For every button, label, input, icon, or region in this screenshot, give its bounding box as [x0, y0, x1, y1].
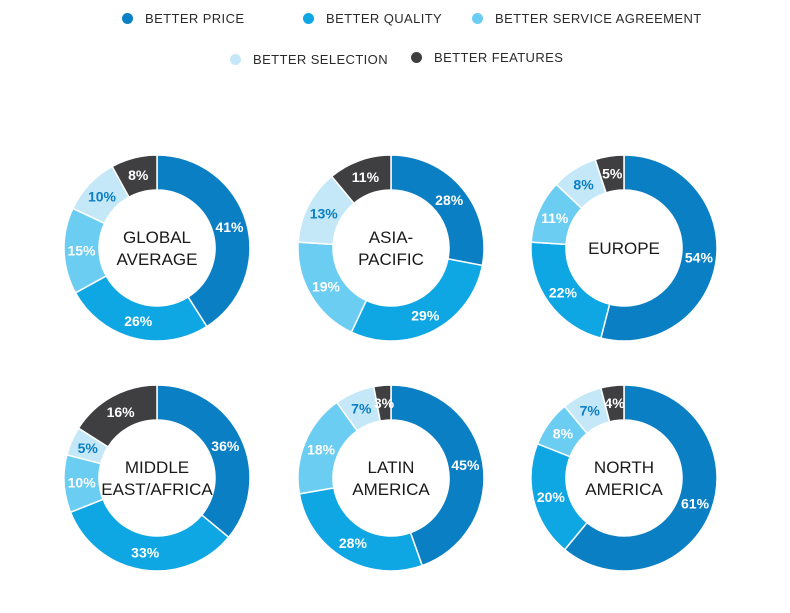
donut-slice-better-price — [599, 154, 718, 342]
legend-label: BETTER SELECTION — [253, 52, 388, 67]
chart-title: LATIN — [368, 458, 415, 477]
donut-chart-latin-america: 45% 28% 18% 7% 3% LATIN AMERICA — [297, 384, 485, 572]
legend-item-better-quality: BETTER QUALITY — [303, 11, 442, 26]
slice-value-label: 7% — [351, 401, 372, 417]
slice-value-label: 3% — [374, 395, 395, 411]
slice-value-label: 13% — [310, 206, 339, 222]
slice-value-label: 28% — [435, 192, 464, 208]
chart-title: ASIA- — [369, 228, 413, 247]
donut-chart-global-average: 41% 26% 15% 10% 8% GLOBAL AVERAGE — [63, 154, 251, 342]
donut-slice-better-price — [390, 154, 485, 267]
slice-value-label: 5% — [602, 165, 623, 181]
chart-title: AMERICA — [352, 480, 430, 499]
chart-title: EAST/AFRICA — [101, 480, 213, 499]
donut-slice-better-price — [156, 384, 251, 539]
slice-value-label: 16% — [107, 404, 136, 420]
donut-slice-better-price — [390, 384, 485, 567]
slice-value-label: 8% — [128, 167, 149, 183]
slice-value-label: 8% — [553, 426, 574, 442]
donut-slice-better-features — [372, 384, 392, 422]
donut-slice-better-features — [77, 384, 158, 448]
slice-value-label: 10% — [88, 188, 117, 204]
legend-item-better-selection: BETTER SELECTION — [230, 52, 388, 67]
slice-value-label: 29% — [411, 307, 440, 323]
legend-item-better-service-agreement: BETTER SERVICE AGREEMENT — [472, 11, 702, 26]
slice-value-label: 5% — [78, 440, 99, 456]
legend-label: BETTER FEATURES — [434, 50, 564, 65]
donut-slice-better-quality — [350, 257, 484, 342]
donut-slice-better-quality — [69, 498, 230, 572]
donut-slice-better-features — [594, 154, 625, 194]
legend-swatch — [472, 13, 483, 24]
legend-swatch — [411, 52, 422, 63]
slice-value-label: 45% — [451, 457, 480, 473]
donut-chart-north-america: 61% 20% 8% 7% 4% NORTH AMERICA — [530, 384, 718, 572]
slice-value-label: 11% — [352, 169, 380, 185]
legend-swatch — [122, 13, 133, 24]
legend-swatch — [230, 54, 241, 65]
legend-label: BETTER QUALITY — [326, 11, 443, 26]
donut-slice-better-price — [563, 384, 718, 572]
slice-value-label: 11% — [541, 210, 569, 226]
donut-slice-better-price — [156, 154, 251, 328]
slice-value-label: 19% — [312, 278, 341, 294]
slice-value-label: 18% — [307, 441, 336, 457]
chart-title: NORTH — [594, 458, 654, 477]
legend-label: BETTER PRICE — [145, 11, 245, 26]
chart-title: MIDDLE — [125, 458, 189, 477]
slice-value-label: 8% — [573, 176, 594, 192]
slice-value-label: 20% — [537, 489, 566, 505]
slice-value-label: 54% — [685, 249, 714, 265]
legend-item-better-features: BETTER FEATURES — [411, 50, 563, 65]
donut-slice-better-features — [111, 154, 158, 199]
donut-slice-better-quality — [74, 274, 208, 342]
legend-item-better-price: BETTER PRICE — [122, 11, 244, 26]
donut-slice-better-features — [330, 154, 392, 205]
donut-chart-middle-east-africa: 36% 33% 10% 5% 16% MIDDLE EAST/AFRICA — [63, 384, 251, 572]
slice-value-label: 26% — [124, 313, 153, 329]
chart-title: GLOBAL — [123, 228, 191, 247]
donut-slice-better-quality — [298, 487, 424, 572]
slice-value-label: 36% — [211, 438, 240, 454]
slice-value-label: 22% — [549, 284, 578, 300]
slice-value-label: 33% — [131, 545, 160, 561]
slice-value-label: 61% — [681, 496, 710, 512]
slice-value-label: 15% — [68, 242, 97, 258]
chart-title: EUROPE — [588, 239, 660, 258]
slice-value-label: 28% — [339, 535, 368, 551]
legend-swatch — [303, 13, 314, 24]
slice-value-label: 10% — [68, 475, 97, 491]
legend-label: BETTER SERVICE AGREEMENT — [495, 11, 702, 26]
donut-chart-asia-pacific: 28% 29% 19% 13% 11% ASIA- PACIFIC — [297, 154, 485, 342]
chart-title: PACIFIC — [358, 250, 424, 269]
chart-title: AVERAGE — [117, 250, 198, 269]
donut-slice-better-features — [599, 384, 625, 423]
slice-value-label: 4% — [604, 395, 625, 411]
slice-value-label: 7% — [580, 403, 601, 419]
chart-title: AMERICA — [585, 480, 663, 499]
donut-chart-europe: 54% 22% 11% 8% 5% EUROPE — [530, 154, 718, 342]
slice-value-label: 41% — [215, 219, 244, 235]
